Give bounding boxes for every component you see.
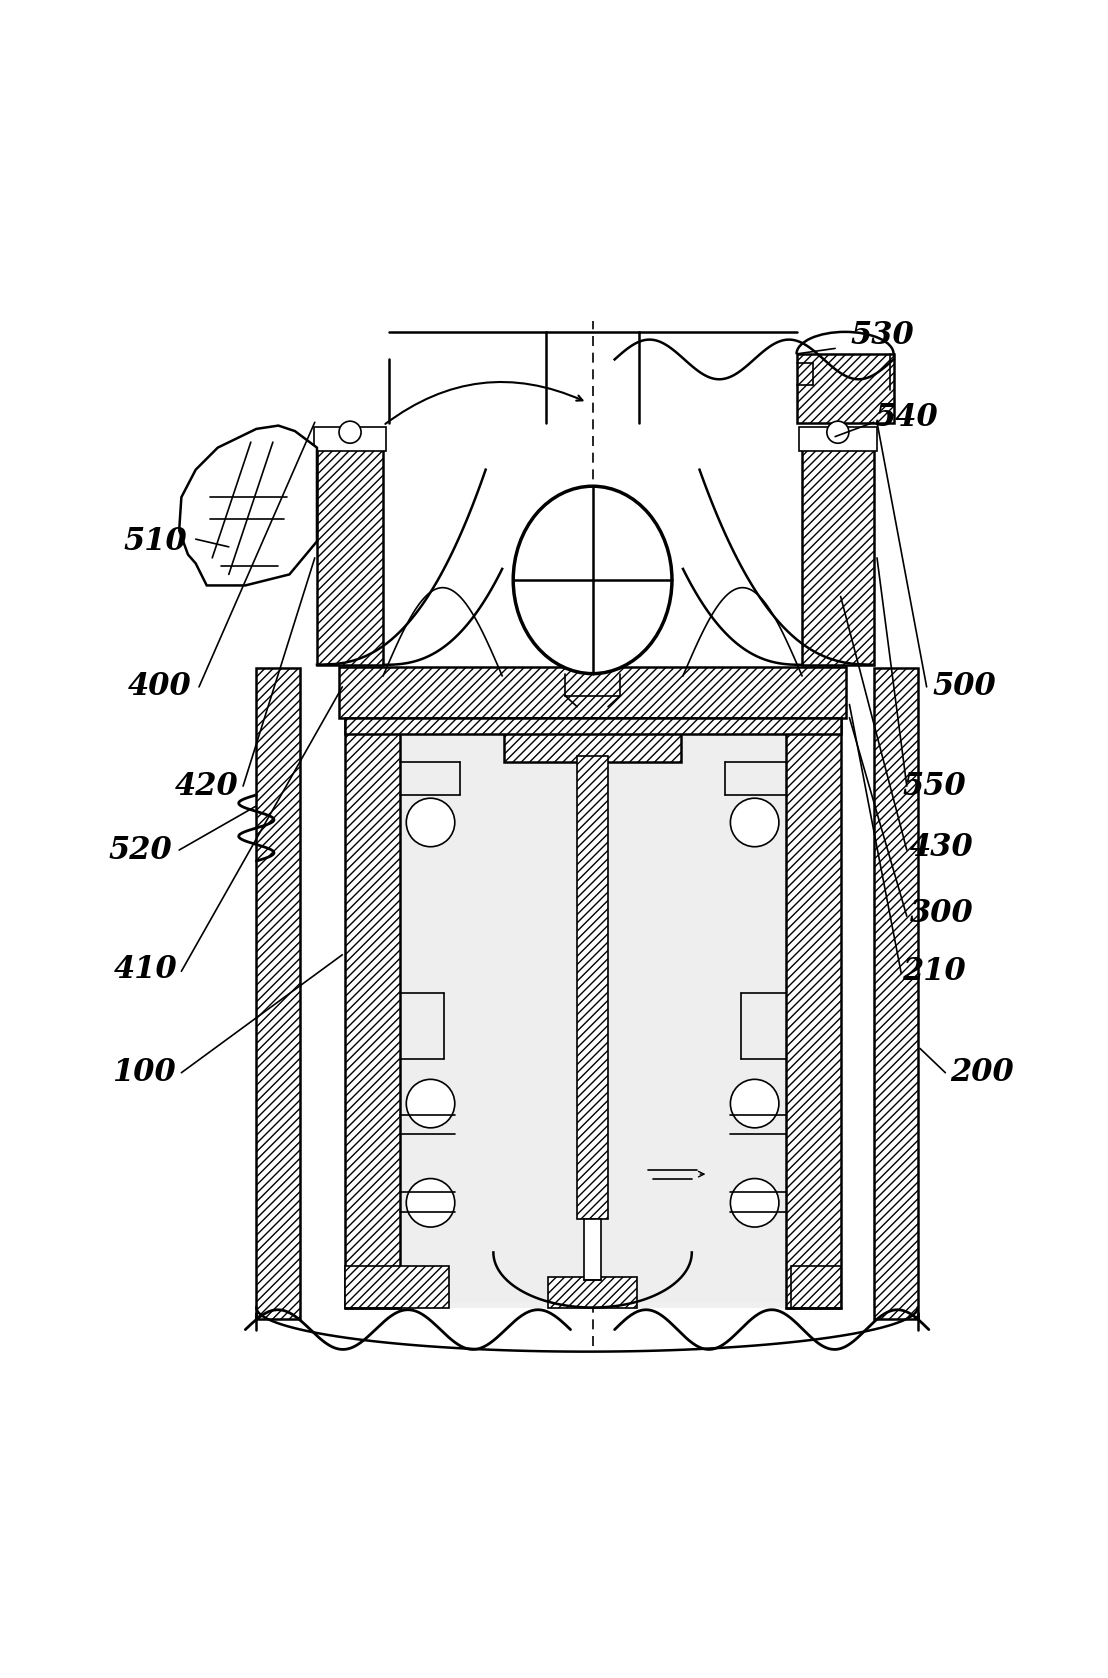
Text: 400: 400 <box>127 671 192 703</box>
Polygon shape <box>802 448 874 664</box>
Polygon shape <box>584 1220 602 1280</box>
Polygon shape <box>317 448 383 664</box>
Text: 200: 200 <box>950 1057 1014 1089</box>
Text: 410: 410 <box>114 953 178 985</box>
Text: 510: 510 <box>123 525 187 557</box>
Polygon shape <box>874 668 917 1319</box>
Bar <box>400 718 786 1302</box>
Text: 420: 420 <box>175 770 238 802</box>
Bar <box>799 426 878 451</box>
Text: 520: 520 <box>109 834 173 866</box>
Polygon shape <box>345 718 841 735</box>
Polygon shape <box>345 673 400 1307</box>
Bar <box>345 673 841 1307</box>
Circle shape <box>407 1079 454 1128</box>
Circle shape <box>407 1178 454 1227</box>
Circle shape <box>407 799 454 847</box>
Circle shape <box>730 1178 779 1227</box>
Polygon shape <box>786 673 841 1307</box>
Circle shape <box>827 421 849 443</box>
Polygon shape <box>504 718 680 762</box>
Text: 100: 100 <box>112 1057 176 1089</box>
Text: 430: 430 <box>910 832 974 862</box>
Circle shape <box>730 799 779 847</box>
Polygon shape <box>256 668 300 1319</box>
Bar <box>314 426 387 451</box>
Text: 300: 300 <box>910 898 974 930</box>
Text: 540: 540 <box>875 403 938 433</box>
Text: 500: 500 <box>932 671 996 703</box>
Polygon shape <box>339 668 847 718</box>
Polygon shape <box>548 1277 637 1307</box>
Text: 530: 530 <box>851 320 914 351</box>
Ellipse shape <box>513 487 671 673</box>
Polygon shape <box>797 354 893 423</box>
Text: 210: 210 <box>903 956 966 987</box>
Polygon shape <box>179 426 317 586</box>
Text: 550: 550 <box>903 770 966 802</box>
Polygon shape <box>577 757 608 1220</box>
Circle shape <box>339 421 361 443</box>
Circle shape <box>730 1079 779 1128</box>
Polygon shape <box>791 1265 841 1307</box>
Polygon shape <box>345 1265 449 1307</box>
